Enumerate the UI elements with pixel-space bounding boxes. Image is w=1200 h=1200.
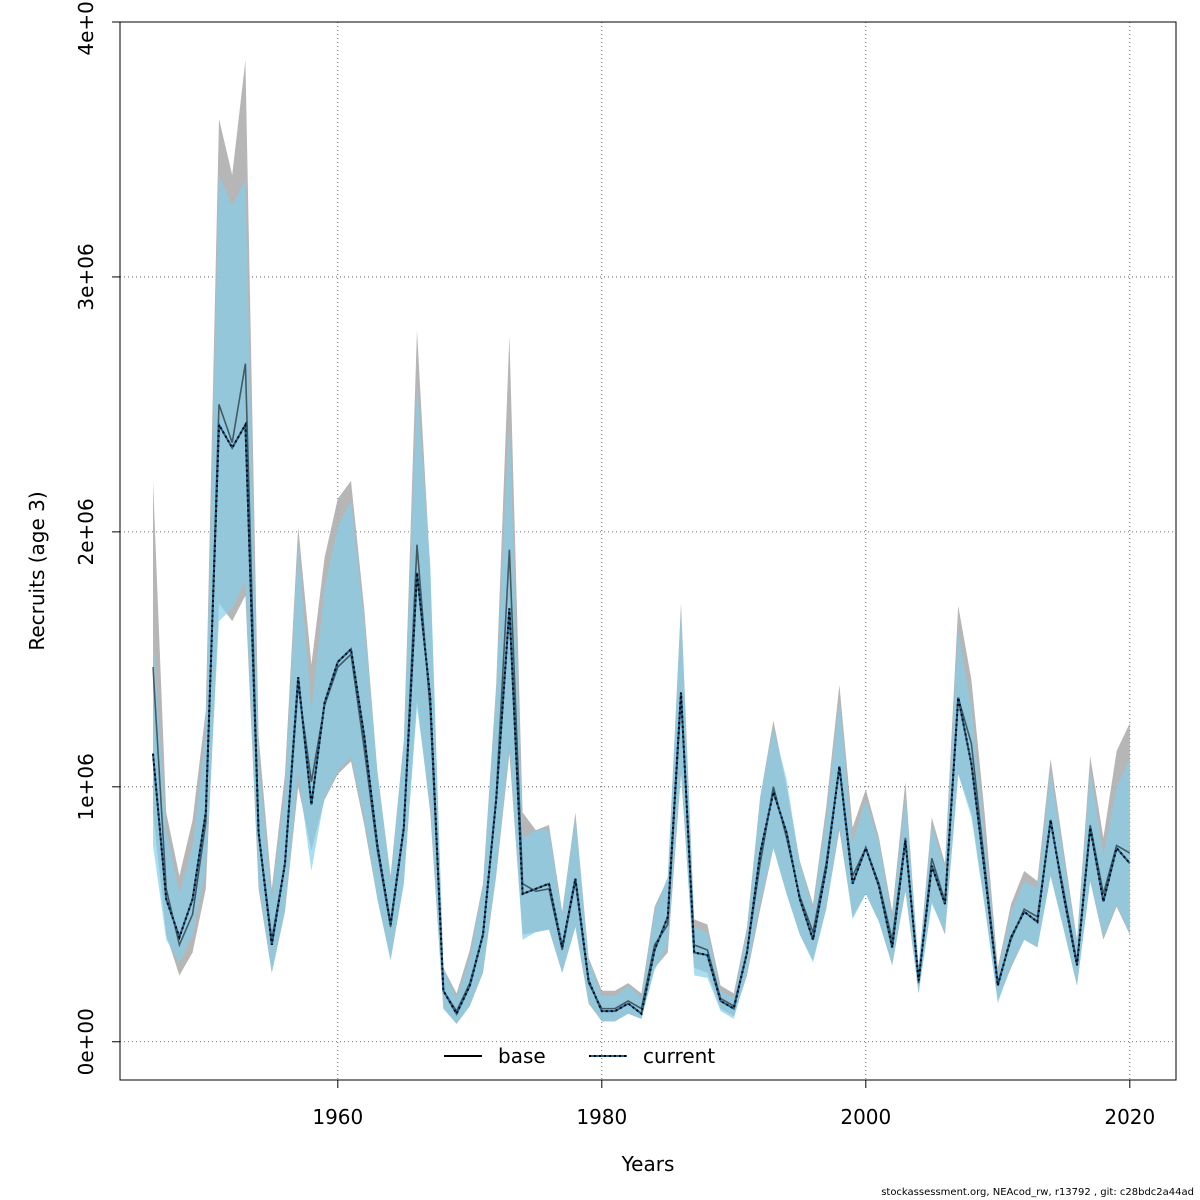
line-base: [152, 363, 1131, 1013]
legend-current-label: current: [643, 1044, 715, 1068]
band-current: [153, 174, 1130, 1024]
x-tick-label: 2000: [840, 1105, 891, 1129]
x-tick-label: 2020: [1104, 1105, 1155, 1129]
y-tick-label: 1e+06: [74, 753, 98, 820]
x-axis-title: Years: [621, 1152, 675, 1176]
x-axis: 1960 1980 2000 2020: [312, 1080, 1155, 1129]
confidence-bands: [153, 60, 1130, 1024]
legend-base-label: base: [498, 1044, 546, 1068]
plot-frame: [119, 21, 1177, 1081]
y-tick-label: 2e+06: [74, 498, 98, 565]
y-tick-label: 0e+00: [74, 1008, 98, 1075]
footer-credit: stockassessment.org, NEAcod_rw, r13792 ,…: [881, 1187, 1194, 1198]
series-lines: [152, 363, 1131, 1016]
legend: base current: [444, 1044, 715, 1068]
line-current: [152, 421, 1131, 1016]
x-tick-label: 1960: [312, 1105, 363, 1129]
y-tick-label: 4e+06: [74, 0, 98, 56]
y-tick-label: 3e+06: [74, 243, 98, 310]
grid-lines: [120, 21, 1176, 1080]
x-tick-label: 1980: [576, 1105, 627, 1129]
y-axis: 0e+00 1e+06 2e+06 3e+06 4e+06: [74, 0, 120, 1075]
y-axis-title: Recruits (age 3): [25, 491, 49, 650]
